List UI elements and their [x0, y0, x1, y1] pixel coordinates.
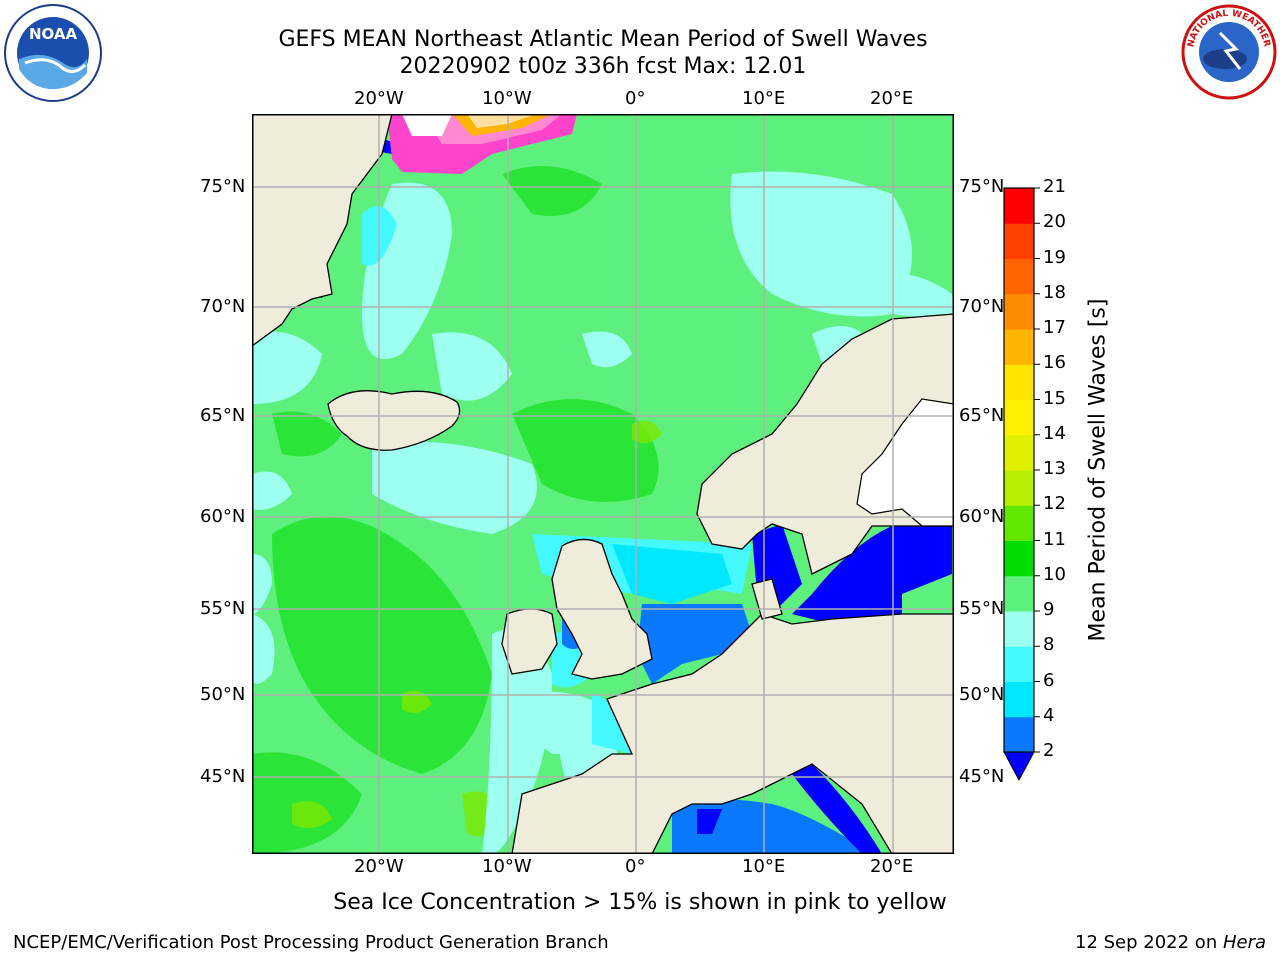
lon-label-bottom: 10°W — [482, 856, 532, 877]
colorbar-bin — [1004, 575, 1034, 612]
colorbar-bin — [1004, 646, 1034, 682]
iceland — [327, 390, 461, 451]
colorbar-tick-label: 10 — [1043, 563, 1066, 585]
colorbar-tick-label: 8 — [1043, 634, 1055, 656]
greenland — [252, 114, 393, 347]
colorbar-bin — [1004, 716, 1034, 753]
colorbar-bin — [1004, 223, 1034, 259]
map-frame — [252, 114, 954, 854]
lat-label-right: 75°N — [959, 176, 1005, 197]
colorbar-tick-label: 20 — [1043, 211, 1066, 233]
swell-period-map — [252, 114, 954, 854]
lon-label-bottom: 20°W — [354, 856, 404, 877]
sea-ice-area — [387, 114, 577, 174]
colorbar-tick-label: 14 — [1043, 422, 1066, 444]
lat-label-right: 45°N — [959, 766, 1005, 787]
land — [252, 114, 954, 854]
lat-label-left: 55°N — [200, 598, 246, 619]
lon-label-bottom: 10°E — [742, 856, 786, 877]
colorbar-bin — [1004, 258, 1034, 295]
colorbar-label: Mean Period of Swell Waves [s] — [1085, 298, 1111, 642]
colorbar-tick-label: 2 — [1043, 740, 1055, 761]
colorbar-tick-label: 12 — [1043, 493, 1066, 515]
nws-logo-icon: NATIONAL WEATHER SERVICE — [1177, 0, 1278, 105]
colorbar-tick-label: 15 — [1043, 387, 1066, 409]
gridlines — [252, 114, 954, 854]
date-text: 12 Sep 2022 on — [1075, 932, 1223, 953]
colorbar-tick-label: 11 — [1043, 528, 1066, 550]
colorbar-tick-label: 21 — [1043, 176, 1066, 197]
colorbar-bin — [1004, 611, 1034, 647]
map-subtitle: 20220902 t00z 336h fcst Max: 12.01 — [399, 54, 807, 79]
colorbar-bin — [1004, 470, 1034, 506]
lon-label-top: 20°W — [354, 88, 404, 109]
date-stamp: 12 Sep 2022 on Hera — [1075, 932, 1266, 953]
colorbar-bin — [1004, 188, 1034, 224]
colorbar-bin — [1004, 540, 1034, 577]
colorbar-bin — [1004, 329, 1034, 365]
colorbar-tick-label: 6 — [1043, 669, 1055, 691]
credit-line: NCEP/EMC/Verification Post Processing Pr… — [13, 932, 609, 953]
lat-label-right: 65°N — [959, 405, 1005, 426]
lat-label-left: 60°N — [200, 506, 246, 527]
lat-label-left: 70°N — [200, 296, 246, 317]
lon-label-top: 10°E — [742, 88, 786, 109]
sea-ice-note-text: Sea Ice Concentration > 15% is shown in … — [333, 890, 947, 915]
colorbar-bin — [1004, 681, 1034, 718]
lat-label-right: 70°N — [959, 296, 1005, 317]
noaa-logo-text: NOAA — [29, 25, 78, 43]
colorbar-under-arrow — [1003, 751, 1035, 782]
colorbar-tick-label: 17 — [1043, 317, 1066, 338]
lon-label-bottom: 20°E — [870, 856, 914, 877]
lat-label-left: 75°N — [200, 176, 246, 197]
swell-band-4-6s — [612, 544, 732, 604]
colorbar-bin — [1004, 399, 1034, 436]
lat-label-left: 45°N — [200, 766, 246, 787]
ireland — [501, 608, 558, 675]
lon-label-top: 10°W — [482, 88, 532, 109]
lon-label-bottom: 0° — [625, 856, 646, 877]
colorbar-tick-label: 18 — [1043, 281, 1066, 303]
colorbar — [1003, 187, 1040, 782]
colorbar-bin — [1004, 505, 1034, 541]
colorbar-tick-label: 16 — [1043, 352, 1066, 374]
colorbar-tick-label: 9 — [1043, 599, 1055, 620]
colorbar-bin — [1004, 293, 1034, 330]
lat-label-right: 50°N — [959, 684, 1005, 705]
lat-label-right: 60°N — [959, 506, 1005, 527]
lon-label-top: 0° — [625, 88, 646, 109]
lat-label-left: 50°N — [200, 684, 246, 705]
colorbar-bin — [1004, 364, 1034, 400]
colorbar-tick-label: 4 — [1043, 704, 1055, 726]
sea-ice-note: Sea Ice Concentration > 15% is shown in … — [0, 890, 1280, 915]
lat-label-left: 65°N — [200, 405, 246, 426]
machine-name: Hera — [1222, 932, 1266, 953]
map-title: GEFS MEAN Northeast Atlantic Mean Period… — [278, 27, 928, 52]
colorbar-tick-label: 13 — [1043, 458, 1066, 479]
continental-europe — [511, 613, 954, 854]
lat-label-right: 55°N — [959, 598, 1005, 619]
noaa-logo-icon: NOAA — [3, 3, 103, 107]
lon-label-top: 20°E — [870, 88, 914, 109]
colorbar-tick-label: 19 — [1043, 246, 1066, 268]
colorbar-bin — [1004, 434, 1034, 471]
